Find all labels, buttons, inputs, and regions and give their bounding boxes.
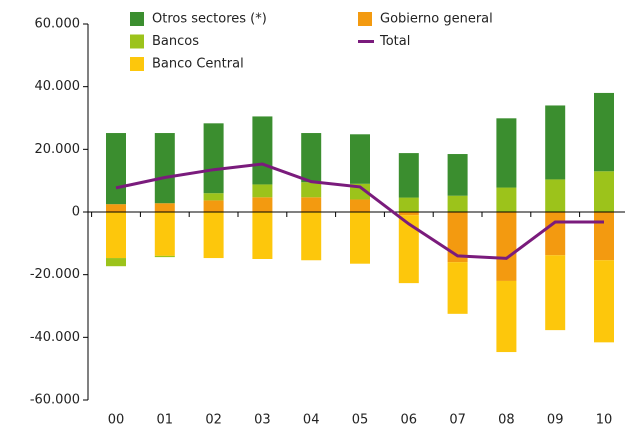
bar <box>398 197 419 212</box>
legend-label: Banco Central <box>152 57 244 72</box>
bar <box>106 204 126 212</box>
bar <box>398 215 419 284</box>
bar <box>496 118 517 188</box>
bar <box>252 184 273 198</box>
line <box>115 162 604 260</box>
x-tick-label: 04 <box>303 413 320 428</box>
bar <box>447 154 468 196</box>
bar <box>154 203 175 212</box>
bar <box>545 179 566 212</box>
bar <box>301 182 322 198</box>
bar <box>594 260 614 343</box>
x-tick-label: 07 <box>449 413 466 428</box>
x-tick-label: 08 <box>498 413 515 428</box>
y-tick-label: -40.000 <box>30 330 80 345</box>
x-tick-label: 05 <box>352 413 369 428</box>
x-tick-label: 00 <box>108 413 125 428</box>
x-tick-label: 02 <box>205 413 222 428</box>
bar <box>350 212 370 264</box>
bar <box>594 171 614 212</box>
bar <box>594 212 614 261</box>
bar <box>545 212 566 256</box>
bar <box>203 212 224 259</box>
y-tick-label: 40.000 <box>35 79 81 94</box>
bar <box>154 255 175 258</box>
x-tick-label: 03 <box>254 413 271 428</box>
bar <box>545 105 566 180</box>
bar <box>252 212 273 259</box>
bar <box>350 134 370 184</box>
y-tick-label: 0 <box>72 205 80 220</box>
bar <box>106 212 126 259</box>
y-tick-label: -60.000 <box>30 393 80 408</box>
bar <box>252 197 273 212</box>
legend-label: Bancos <box>152 34 199 49</box>
legend-swatch <box>130 34 144 49</box>
bar <box>301 197 322 212</box>
bar <box>545 255 566 331</box>
bar <box>594 92 614 172</box>
legend-swatch <box>130 12 144 26</box>
y-tick-label: -20.000 <box>30 267 80 282</box>
bar <box>203 200 224 212</box>
bar <box>398 153 419 198</box>
x-tick-label: 10 <box>596 413 613 428</box>
legend-swatch <box>358 12 372 26</box>
bar <box>447 212 468 263</box>
bar <box>447 262 468 314</box>
y-tick-label: 60.000 <box>35 17 81 32</box>
bar <box>447 195 468 212</box>
bar <box>398 212 419 216</box>
x-tick-label: 09 <box>547 413 564 428</box>
bar <box>106 133 126 205</box>
legend-label: Otros sectores (*) <box>152 12 267 27</box>
legend-label: Gobierno general <box>380 12 493 27</box>
x-tick-label: 06 <box>401 413 418 428</box>
bar <box>496 212 517 281</box>
bar <box>154 212 175 256</box>
bar <box>496 187 517 212</box>
bar <box>301 212 322 261</box>
bar <box>203 193 224 201</box>
legend-label: Total <box>379 34 410 49</box>
bar <box>203 123 224 194</box>
y-tick-label: 20.000 <box>35 142 81 157</box>
legend-swatch <box>130 57 144 71</box>
bar <box>154 133 175 204</box>
bar <box>496 280 517 353</box>
bar <box>252 116 273 185</box>
bar <box>350 199 370 212</box>
bar <box>106 258 126 267</box>
x-tick-label: 01 <box>157 413 174 428</box>
bar <box>301 133 322 183</box>
